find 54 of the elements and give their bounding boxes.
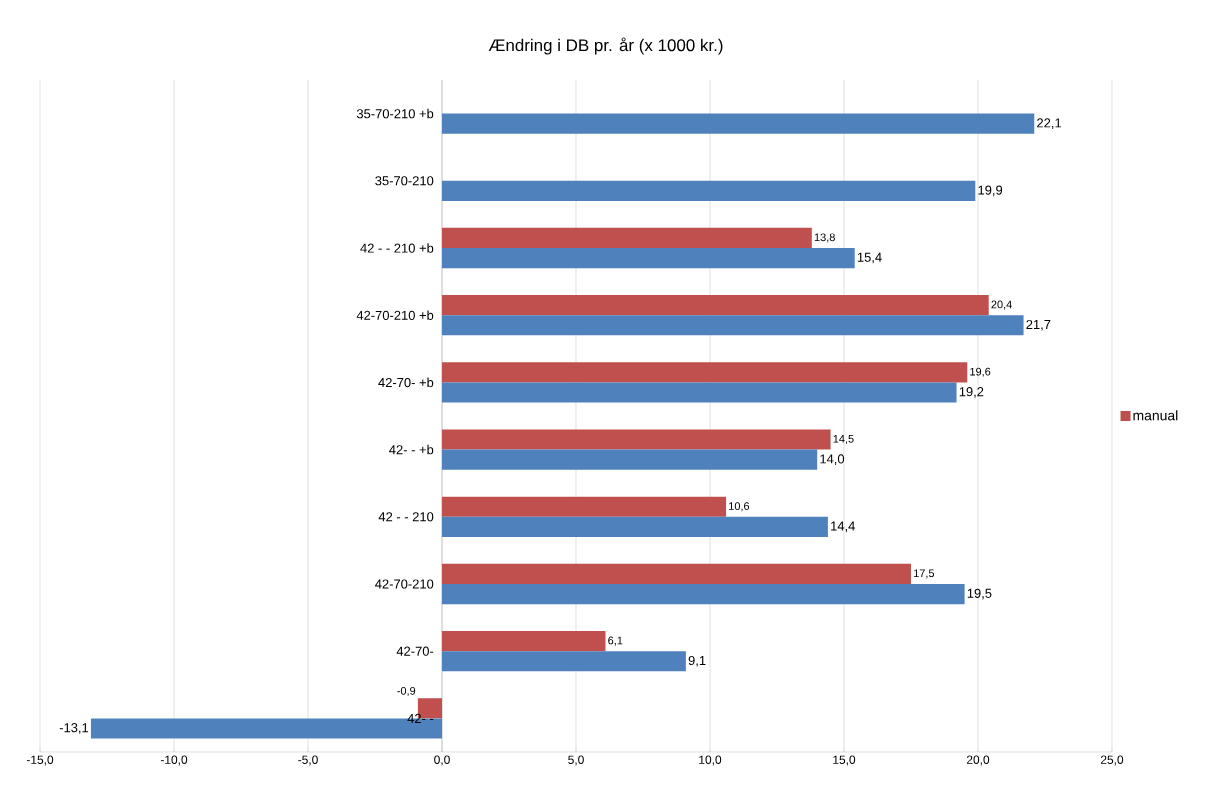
y-tick-label: 42-70-210: [375, 579, 434, 589]
x-tick-label: -10,0: [160, 755, 188, 766]
y-tick-label: 42-70- +b: [378, 377, 434, 388]
x-tick-label: 5,0: [568, 755, 584, 766]
bar: [442, 516, 828, 537]
y-tick-label: 35-70-210: [375, 176, 434, 186]
x-tick-label: 15,0: [833, 755, 856, 766]
x-tick-label: 25,0: [1100, 755, 1124, 766]
data-label: 21,7: [1026, 319, 1051, 331]
bar: [442, 449, 818, 470]
chart-title: Ændring i DB pr. år (x 1000 kr.): [488, 37, 723, 55]
bar: [442, 247, 855, 269]
data-label: 14,0: [820, 454, 845, 466]
x-tick-label: -5,0: [298, 755, 318, 766]
x-tick-label: 20,0: [966, 755, 990, 766]
data-label: 14,4: [831, 521, 855, 533]
data-label: 22,1: [1037, 118, 1062, 130]
bar: [442, 429, 831, 450]
y-tick-label: 42 - - 210: [378, 512, 434, 522]
data-label: 6,1: [608, 636, 623, 646]
data-label: 13,8: [814, 233, 835, 243]
bar: [442, 295, 989, 316]
bar: [442, 651, 686, 672]
data-label: -13,1: [59, 723, 89, 734]
data-label: 19,9: [978, 185, 1003, 197]
data-label: 10,6: [729, 502, 750, 512]
data-label: 19,6: [970, 367, 991, 377]
bar: [442, 631, 606, 652]
bar: [442, 362, 968, 383]
legend-label: manual: [1133, 410, 1178, 421]
data-label: 9,1: [688, 655, 706, 667]
x-tick-label: -15,0: [26, 755, 54, 766]
data-label: 14,5: [833, 435, 854, 444]
data-label: 15,4: [857, 252, 882, 264]
x-tick-label: 0,0: [434, 755, 450, 766]
y-tick-label: 35-70-210 +b: [356, 108, 434, 119]
y-tick-label: 42-70-210 +b: [356, 310, 434, 320]
bar: [442, 563, 911, 584]
bar: [442, 583, 965, 605]
data-label: 17,5: [914, 569, 935, 579]
y-tick-label: 42-70-: [396, 646, 434, 656]
data-label: 19,2: [959, 387, 984, 398]
data-label: 19,5: [967, 588, 992, 600]
bar: [442, 227, 812, 248]
bar: [442, 496, 727, 517]
x-tick-label: 10,0: [699, 755, 722, 766]
y-tick-label: 42 - - 210 +b: [360, 243, 434, 253]
data-label: 20,4: [991, 300, 1012, 310]
bar: [442, 113, 1035, 134]
y-tick-label: 42- - +b: [389, 444, 434, 455]
bar: [442, 315, 1024, 336]
bar: [442, 382, 957, 403]
bar: [442, 180, 976, 201]
data-label: -0,9: [397, 686, 416, 697]
